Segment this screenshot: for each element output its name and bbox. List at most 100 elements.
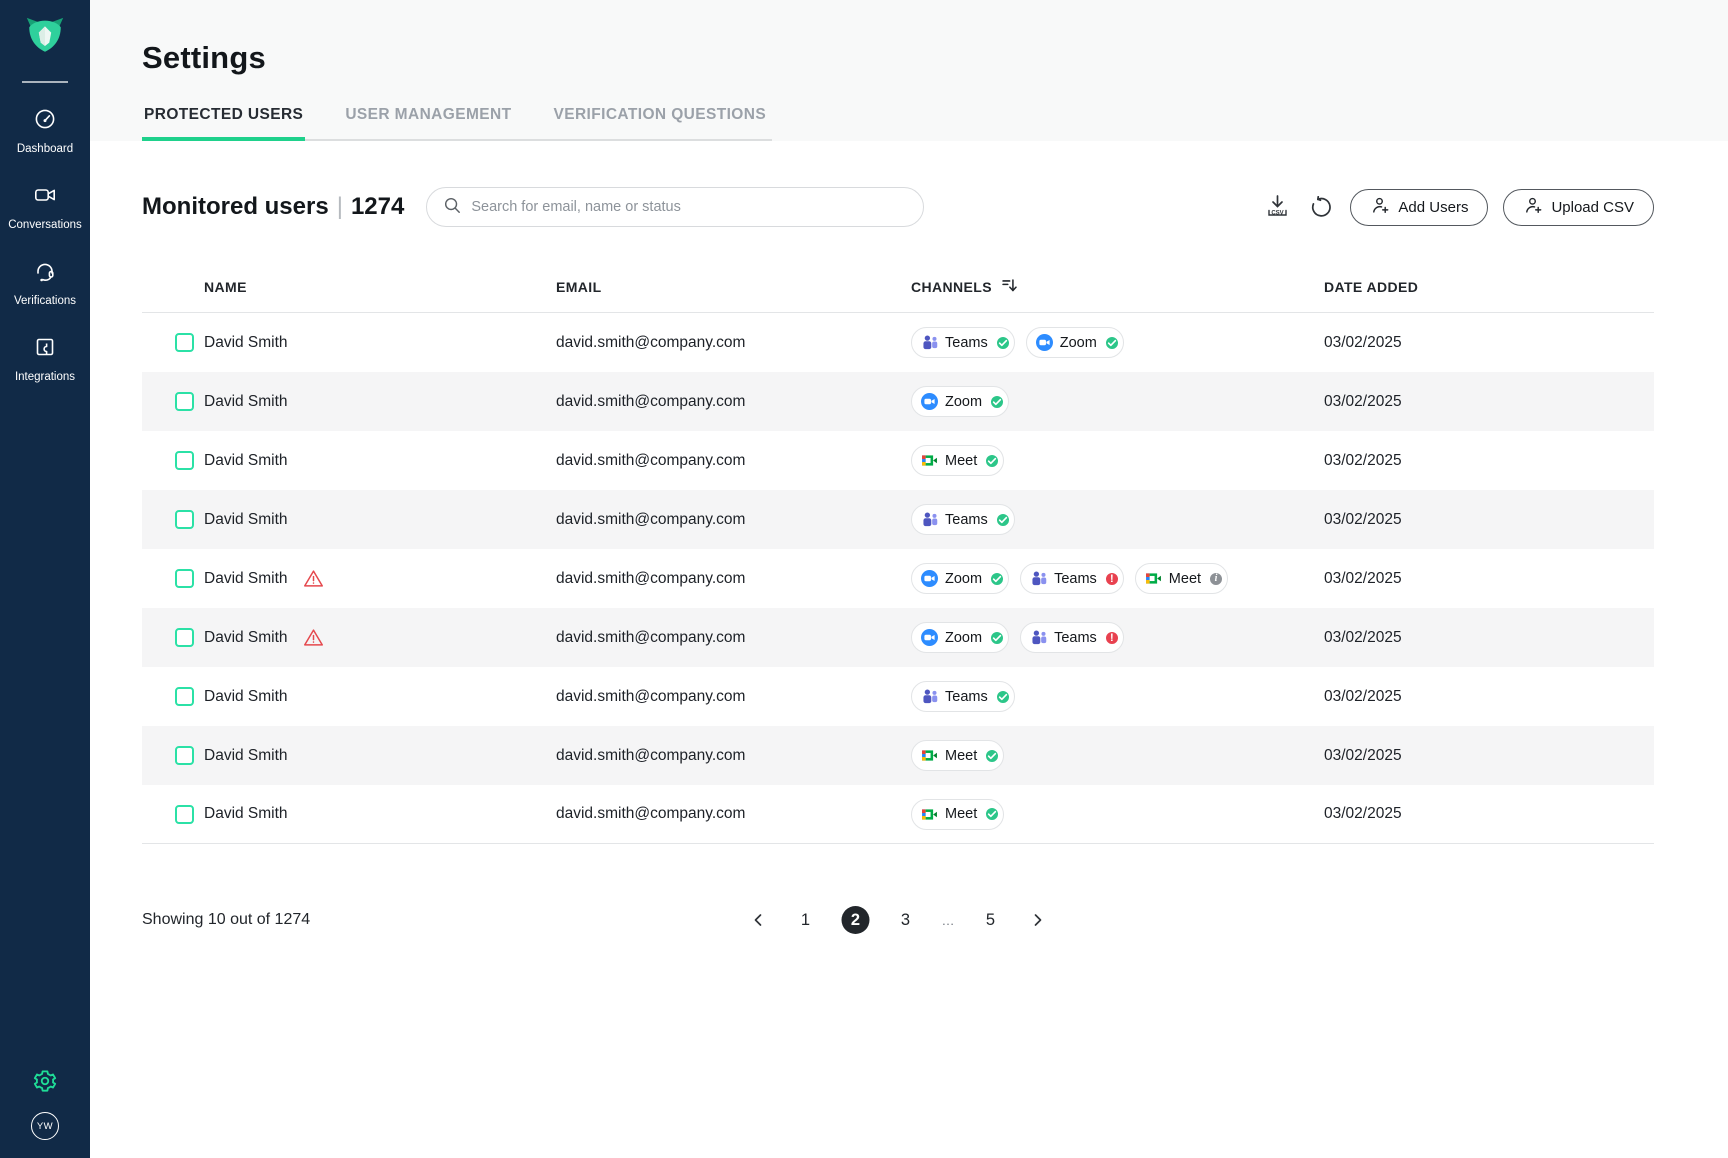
channel-chip-zoom: Zoom: [1025, 327, 1124, 358]
user-name: David Smith: [204, 805, 288, 822]
status-error-icon: !: [1103, 629, 1120, 646]
pagination: 1 2 3 … 5: [752, 906, 1045, 934]
sidebar: Dashboard Conversations Verifications: [0, 0, 90, 1158]
user-email: david.smith@company.com: [556, 333, 746, 351]
teams-icon: [1030, 629, 1047, 646]
monitored-users-table: NAME EMAIL CHANNELS DATE ADDED David Smi…: [142, 261, 1654, 844]
channel-label: Meet: [945, 452, 978, 469]
channel-label: Meet: [1168, 570, 1202, 587]
user-name: David Smith: [204, 510, 288, 528]
date-added: 03/02/2025: [1324, 628, 1402, 646]
row-checkbox[interactable]: [175, 510, 194, 529]
channel-chip-meet: Meet: [911, 740, 1005, 771]
page-button-3[interactable]: 3: [900, 910, 911, 929]
status-ok-icon: [989, 570, 1006, 587]
channel-chip-zoom: Zoom: [911, 622, 1010, 653]
zoom-icon: [921, 570, 938, 587]
section-title: Monitored users | 1274: [142, 193, 405, 220]
status-ok-icon: [994, 334, 1011, 351]
status-ok-icon: [994, 511, 1011, 528]
status-ok-icon: [984, 806, 1001, 822]
row-checkbox[interactable]: [175, 333, 194, 352]
user-email: david.smith@company.com: [556, 746, 746, 764]
table-body: David Smith david.smith@company.com Teams Z…: [142, 313, 1654, 844]
warning-icon: [303, 627, 324, 648]
zoom-icon: [921, 629, 938, 646]
channel-label: Teams: [945, 334, 988, 351]
user-name: David Smith: [204, 392, 288, 410]
gear-icon[interactable]: [30, 1066, 60, 1096]
meet-icon: [1145, 570, 1162, 587]
dashboard-gauge-icon: [33, 107, 57, 136]
sidebar-divider: [22, 81, 68, 83]
page-ellipsis: …: [941, 912, 955, 928]
table-footer: Showing 10 out of 1274 1 2 3 … 5: [142, 900, 1654, 940]
refresh-icon[interactable]: [1308, 194, 1335, 221]
monitored-count: 1274: [350, 193, 405, 220]
svg-text:CSV: CSV: [1272, 210, 1284, 216]
status-error-icon: !: [1103, 570, 1120, 587]
channel-label: Teams: [1054, 629, 1097, 646]
table-row: David Smith david.smith@company.com Meet 03…: [142, 726, 1654, 785]
previous-page-icon[interactable]: [752, 913, 766, 927]
title-divider: |: [336, 193, 343, 220]
channel-label: Zoom: [945, 570, 983, 587]
row-checkbox[interactable]: [175, 687, 194, 706]
column-header-email: EMAIL: [556, 278, 602, 295]
channel-chip-zoom: Zoom: [911, 386, 1010, 417]
date-added: 03/02/2025: [1324, 746, 1402, 764]
sidebar-item-integrations[interactable]: Integrations: [15, 335, 75, 383]
user-email: david.smith@company.com: [556, 805, 746, 822]
channel-chip-teams: Teams: [911, 681, 1015, 712]
channel-chip-zoom: Zoom: [911, 563, 1010, 594]
upload-csv-button[interactable]: Upload CSV: [1503, 188, 1654, 226]
page-button-2[interactable]: 2: [841, 906, 870, 934]
table-row: David Smith david.smith@company.com Meet 03…: [142, 785, 1654, 844]
row-checkbox[interactable]: [175, 451, 194, 470]
teams-icon: [921, 334, 938, 351]
table-row: David Smith david.smith@company.com Meet 03…: [142, 431, 1654, 490]
channel-chip-meet: Meet: [911, 445, 1005, 476]
puzzle-icon: [33, 335, 57, 364]
user-avatar[interactable]: YW: [31, 1112, 59, 1140]
tab-verification-questions[interactable]: VERIFICATION QUESTIONS: [553, 106, 767, 123]
sidebar-item-label: Integrations: [14, 371, 76, 383]
add-users-button[interactable]: Add Users: [1350, 188, 1489, 226]
search-icon: [443, 196, 461, 219]
row-checkbox[interactable]: [175, 804, 194, 824]
user-name: David Smith: [204, 628, 288, 646]
tab-user-management[interactable]: USER MANAGEMENT: [345, 106, 512, 123]
teams-icon: [921, 688, 938, 705]
row-checkbox[interactable]: [175, 569, 194, 588]
date-added: 03/02/2025: [1324, 687, 1402, 705]
user-name: David Smith: [204, 687, 288, 705]
user-name: David Smith: [204, 746, 288, 764]
channel-chip-teams: Teams!: [1020, 622, 1124, 653]
sidebar-item-dashboard[interactable]: Dashboard: [17, 107, 73, 155]
sidebar-item-verifications[interactable]: Verifications: [14, 259, 76, 307]
sidebar-item-label: Verifications: [13, 295, 76, 307]
page-numbers: 1 2 3 … 5: [792, 906, 1005, 934]
tab-protected-users[interactable]: PROTECTED USERS: [142, 106, 306, 141]
tab-bar: PROTECTED USERS USER MANAGEMENT VERIFICA…: [142, 106, 773, 141]
channel-label: Zoom: [945, 629, 983, 646]
sidebar-item-conversations[interactable]: Conversations: [8, 183, 82, 231]
search-input[interactable]: [471, 199, 908, 215]
meet-icon: [921, 747, 938, 764]
date-added: 03/02/2025: [1324, 805, 1402, 822]
row-checkbox[interactable]: [175, 392, 194, 411]
zoom-icon: [921, 393, 938, 410]
page-title: Settings: [142, 40, 266, 75]
sort-icon[interactable]: [1000, 276, 1019, 298]
user-name: David Smith: [204, 333, 288, 351]
download-csv-icon[interactable]: CSV: [1262, 191, 1293, 223]
channel-chip-teams: Teams: [911, 327, 1015, 358]
date-added: 03/02/2025: [1324, 510, 1402, 528]
page-button-1[interactable]: 1: [800, 910, 811, 929]
column-header-date-added: DATE ADDED: [1324, 278, 1419, 295]
next-page-icon[interactable]: [1031, 913, 1045, 927]
row-checkbox[interactable]: [175, 746, 194, 765]
page-button-5[interactable]: 5: [985, 910, 996, 929]
channel-label: Teams: [945, 511, 988, 528]
row-checkbox[interactable]: [175, 628, 194, 647]
